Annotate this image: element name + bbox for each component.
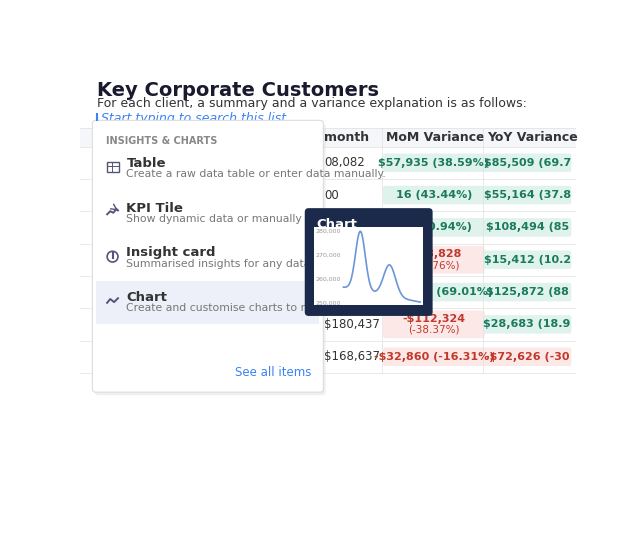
Text: $57,935 (38.59%): $57,935 (38.59%) (378, 158, 489, 168)
Text: For each client, a summary and a variance explanation is as follows:: For each client, a summary and a varianc… (97, 97, 527, 110)
Text: 260,000: 260,000 (316, 277, 341, 282)
FancyBboxPatch shape (383, 347, 484, 366)
Text: Chart: Chart (316, 218, 357, 231)
Text: Table: Table (127, 157, 166, 170)
Bar (96, 281, 319, 325)
FancyBboxPatch shape (383, 218, 484, 236)
Text: $15,412 (10.2: $15,412 (10.2 (484, 255, 571, 265)
Text: $85,509 (69.7: $85,509 (69.7 (484, 158, 571, 168)
Text: Johnathan
Miller: Johnathan Miller (97, 307, 157, 335)
Bar (80, 128, 576, 147)
FancyBboxPatch shape (483, 218, 572, 236)
Text: -$112,324: -$112,324 (402, 314, 465, 324)
Text: See all items: See all items (235, 366, 311, 379)
Text: 32 (30.94%): 32 (30.94%) (396, 222, 472, 233)
Text: $125,872 (88: $125,872 (88 (486, 287, 568, 297)
Text: 00: 00 (324, 189, 339, 202)
FancyBboxPatch shape (483, 283, 572, 301)
FancyBboxPatch shape (483, 315, 572, 334)
Text: Hoodie Group: Hoodie Group (161, 253, 243, 266)
Text: month: month (324, 131, 369, 144)
Text: Show dynamic data or manually add details.: Show dynamic data or manually add detail… (127, 214, 369, 224)
Text: $166: $166 (324, 253, 354, 266)
FancyBboxPatch shape (483, 154, 572, 172)
Text: Create a raw data table or enter data manually.: Create a raw data table or enter data ma… (127, 169, 387, 179)
Text: Spencer Street Signs: Spencer Street Signs (161, 286, 285, 299)
Text: INSIGHTS & CHARTS: INSIGHTS & CHARTS (106, 136, 218, 146)
Text: MoM Variance: MoM Variance (386, 131, 484, 144)
FancyBboxPatch shape (305, 208, 433, 316)
Text: $267,648: $267,648 (324, 286, 380, 299)
Text: (-46.76%): (-46.76%) (408, 260, 460, 270)
FancyBboxPatch shape (383, 311, 484, 338)
Text: (-38.37%): (-38.37%) (408, 325, 460, 335)
Text: Schumm factories: Schumm factories (161, 350, 268, 363)
Text: Summarised insights for any data query.: Summarised insights for any data query. (127, 259, 348, 268)
Text: -$32,860 (-16.31%): -$32,860 (-16.31%) (374, 352, 494, 362)
Text: 16 (43.44%): 16 (43.44%) (396, 190, 472, 200)
Text: 35: 35 (324, 221, 339, 234)
Text: 280,000: 280,000 (316, 229, 341, 234)
Text: Create and customise charts to meet your needs.: Create and customise charts to meet your… (127, 304, 397, 313)
Text: $55,164 (37.8: $55,164 (37.8 (484, 190, 571, 200)
Text: $28,683 (18.9: $28,683 (18.9 (483, 319, 571, 329)
FancyBboxPatch shape (383, 283, 484, 301)
Text: YoY Variance: YoY Variance (487, 131, 578, 144)
Bar (314, 227, 423, 305)
Text: Chris Sloan: Chris Sloan (97, 347, 164, 360)
Text: 270,000: 270,000 (316, 253, 341, 258)
Text: Start typing to search this list: Start typing to search this list (101, 112, 286, 125)
Text: $108,494 (85: $108,494 (85 (486, 222, 569, 233)
FancyBboxPatch shape (383, 246, 484, 274)
Text: 250,000: 250,000 (316, 301, 341, 306)
Text: KPI Tile: KPI Tile (127, 202, 184, 215)
Bar (107, 162, 119, 172)
FancyBboxPatch shape (92, 120, 323, 392)
FancyBboxPatch shape (383, 154, 484, 172)
Text: $109,283 (69.01%): $109,283 (69.01%) (374, 287, 493, 297)
FancyBboxPatch shape (383, 186, 484, 204)
FancyBboxPatch shape (483, 250, 572, 269)
Text: Key Corporate Customers: Key Corporate Customers (97, 81, 379, 100)
Text: -$78,828: -$78,828 (406, 249, 461, 259)
Text: Insight card: Insight card (127, 246, 216, 259)
Text: $168,637: $168,637 (324, 350, 380, 363)
Text: 08,082: 08,082 (324, 156, 365, 169)
FancyBboxPatch shape (483, 347, 572, 366)
FancyBboxPatch shape (95, 123, 326, 395)
Text: $180,437: $180,437 (324, 318, 380, 331)
Text: -$72,626 (-30: -$72,626 (-30 (485, 352, 570, 362)
FancyBboxPatch shape (483, 186, 572, 204)
Text: Chart: Chart (127, 291, 168, 304)
Text: Wilderman: Wilderman (161, 318, 225, 331)
